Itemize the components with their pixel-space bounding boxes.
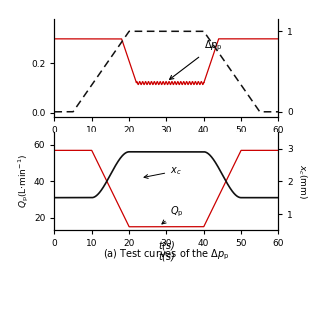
Text: (a) Test curves of the $\Delta p_\mathrm{p}$: (a) Test curves of the $\Delta p_\mathrm… — [103, 248, 230, 262]
Y-axis label: $Q_\mathrm{p}$(L$\cdot$min$^{-1}$): $Q_\mathrm{p}$(L$\cdot$min$^{-1}$) — [17, 154, 31, 208]
Text: $\Delta p_\mathrm{p}$: $\Delta p_\mathrm{p}$ — [170, 39, 222, 79]
Text: $t$(s): $t$(s) — [158, 238, 175, 252]
Y-axis label: $x_c$(mm): $x_c$(mm) — [296, 164, 308, 199]
Text: $x_c$: $x_c$ — [144, 165, 182, 179]
X-axis label: $t$(s): $t$(s) — [158, 250, 175, 263]
Text: $Q_\mathrm{p}$: $Q_\mathrm{p}$ — [162, 204, 184, 224]
